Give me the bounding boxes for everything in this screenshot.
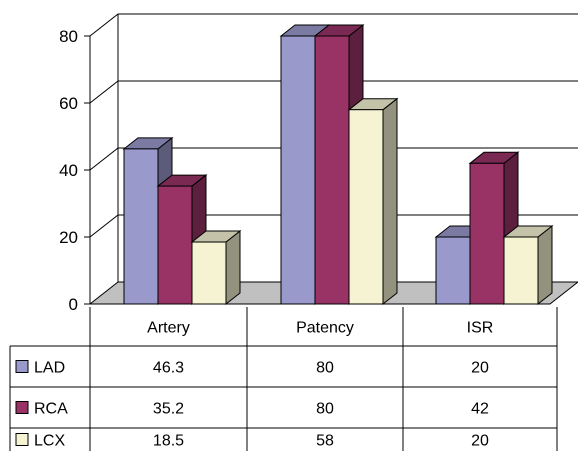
bar-lcx-patency: [347, 97, 399, 306]
bar-lcx-isr: [502, 224, 554, 306]
y-tick-label: 0: [69, 295, 78, 314]
table-cell: 80: [316, 360, 334, 377]
gridline: [89, 80, 578, 104]
table-cell: 18.5: [153, 433, 184, 450]
y-axis: 0 20 40 60 80: [59, 27, 91, 314]
table-cell: 58: [316, 433, 334, 450]
bar-front: [280, 35, 316, 305]
gridline: [89, 147, 578, 171]
data-table: Artery Patency ISR LAD 46.3 80 20 RCA 35.2 80 42 LC…: [9, 307, 558, 451]
x-category-label: ISR: [467, 320, 494, 337]
bar-front: [435, 236, 471, 305]
bars: [122, 23, 554, 306]
legend-label: LCX: [34, 433, 65, 450]
x-category-label: Patency: [296, 320, 354, 337]
table-cell: 20: [471, 360, 489, 377]
legend-swatch: [15, 433, 29, 446]
legend-swatch: [15, 401, 29, 414]
bar-front: [157, 185, 193, 305]
gridline: [89, 13, 578, 37]
bar-front: [469, 162, 505, 305]
legend-swatch: [15, 360, 29, 373]
table-cell: 42: [471, 401, 489, 418]
bar-side: [537, 224, 553, 306]
bar-front: [191, 241, 227, 305]
bar-front: [123, 148, 159, 305]
bar-lcx-artery: [190, 229, 242, 306]
gridline: [89, 214, 578, 238]
bar-front: [503, 236, 539, 305]
y-tick-label: 80: [59, 27, 78, 46]
y-tick-label: 40: [59, 161, 78, 180]
legend-label: RCA: [34, 401, 68, 418]
y-tick-label: 60: [59, 94, 78, 113]
table-cell: 35.2: [153, 401, 184, 418]
bar-side: [225, 229, 241, 306]
bar-front: [348, 109, 384, 305]
bar-side: [382, 97, 398, 306]
bar-front: [314, 35, 350, 305]
legend-label: LAD: [34, 360, 65, 377]
table-cell: 80: [316, 401, 334, 418]
x-category-label: Artery: [147, 320, 190, 337]
table-cell: 46.3: [153, 360, 184, 377]
y-tick-label: 20: [59, 228, 78, 247]
table-cell: 20: [471, 433, 489, 450]
